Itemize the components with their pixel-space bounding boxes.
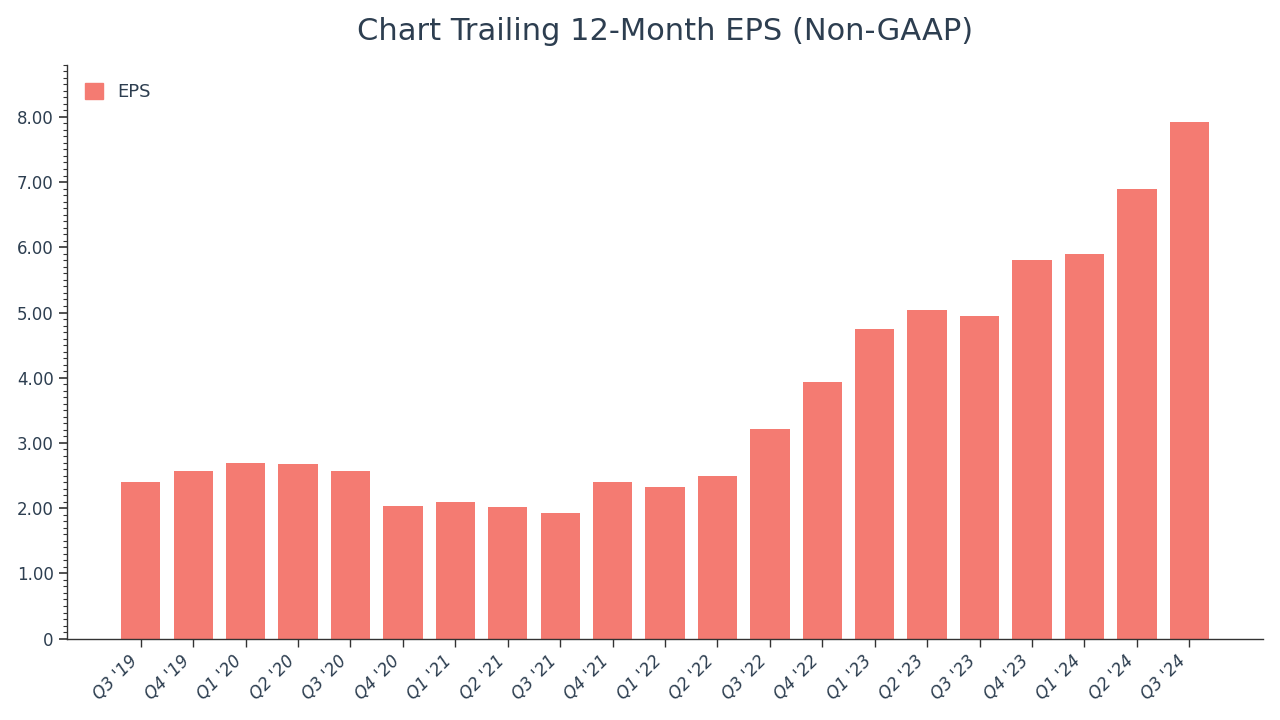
Bar: [855, 329, 895, 639]
Bar: [1170, 122, 1208, 639]
Bar: [122, 482, 160, 639]
Bar: [908, 310, 947, 639]
Bar: [593, 482, 632, 639]
Bar: [1117, 189, 1157, 639]
Bar: [1012, 261, 1052, 639]
Legend: EPS: EPS: [76, 73, 160, 110]
Bar: [803, 382, 842, 639]
Bar: [960, 316, 1000, 639]
Bar: [279, 464, 317, 639]
Bar: [540, 513, 580, 639]
Bar: [383, 506, 422, 639]
Bar: [330, 471, 370, 639]
Bar: [1065, 254, 1105, 639]
Bar: [174, 471, 212, 639]
Bar: [435, 502, 475, 639]
Title: Chart Trailing 12-Month EPS (Non-GAAP): Chart Trailing 12-Month EPS (Non-GAAP): [357, 17, 973, 45]
Bar: [488, 507, 527, 639]
Bar: [645, 487, 685, 639]
Bar: [698, 475, 737, 639]
Bar: [227, 462, 265, 639]
Bar: [750, 429, 790, 639]
